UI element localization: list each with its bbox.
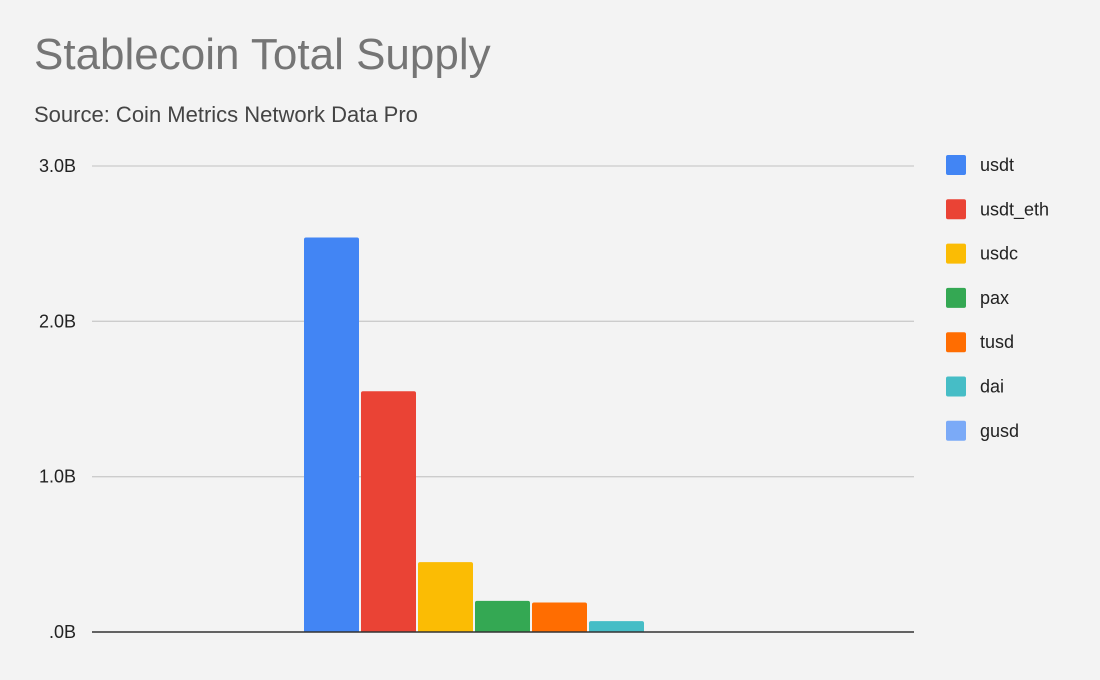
legend-label-tusd: tusd xyxy=(980,332,1014,352)
legend-label-pax: pax xyxy=(980,288,1009,308)
bar-usdt xyxy=(304,237,359,632)
y-tick-label: 2.0B xyxy=(39,311,76,331)
legend-label-gusd: gusd xyxy=(980,421,1019,441)
legend-swatch-usdt xyxy=(946,155,966,175)
bar-usdt-eth xyxy=(361,391,416,632)
legend-swatch-usdc xyxy=(946,243,966,264)
gridlines xyxy=(92,165,914,478)
bar-usdc xyxy=(418,562,473,632)
y-tick-label: .0B xyxy=(49,622,76,642)
bars xyxy=(304,237,644,632)
bar-pax xyxy=(475,600,530,632)
legend-swatch-tusd xyxy=(946,332,966,353)
y-tick-label: 1.0B xyxy=(39,467,76,487)
y-tick-label: 3.0B xyxy=(39,156,76,176)
legend-swatch-usdt-eth xyxy=(946,199,966,220)
y-axis-ticks: .0B 1.0B 2.0B 3.0B xyxy=(39,156,76,642)
legend-swatch-gusd xyxy=(946,420,966,441)
legend-label-usdt: usdt xyxy=(980,155,1014,175)
legend-swatch-pax xyxy=(946,287,966,308)
legend-label-dai: dai xyxy=(980,377,1004,397)
legend-label-usdt-eth: usdt_eth xyxy=(980,199,1049,220)
bar-dai xyxy=(589,621,644,632)
chart-title: Stablecoin Total Supply xyxy=(34,30,491,79)
legend-swatch-dai xyxy=(946,376,966,397)
bar-tusd xyxy=(532,602,587,632)
chart-subtitle: Source: Coin Metrics Network Data Pro xyxy=(34,102,418,127)
legend-label-usdc: usdc xyxy=(980,244,1018,264)
